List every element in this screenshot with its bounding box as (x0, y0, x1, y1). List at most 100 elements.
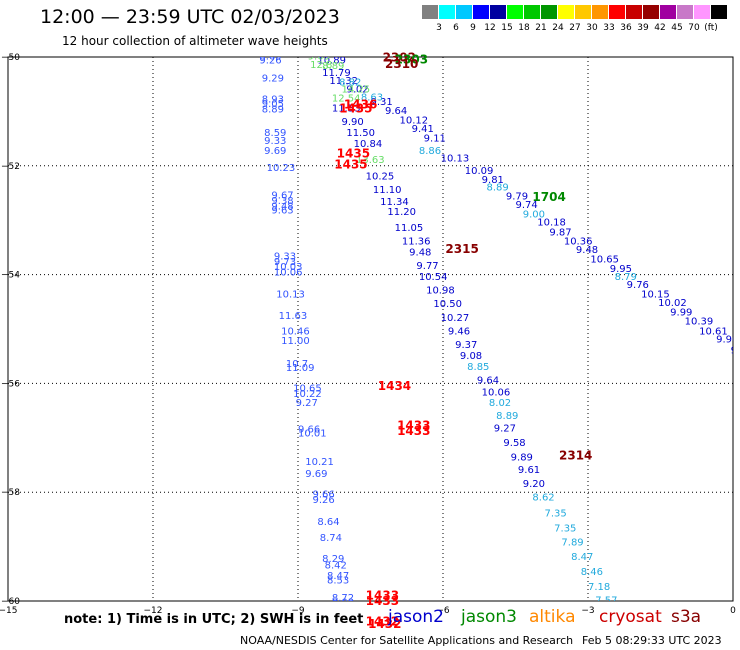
color-scale-label: 3 (436, 23, 442, 33)
wave-height-label: 9.20 (523, 479, 545, 490)
wave-height-label: 11.50 (346, 128, 375, 139)
color-scale-label: 15 (501, 23, 513, 33)
wave-height-label: 10.36 (564, 237, 593, 248)
wave-height-label: 8.82 (339, 77, 361, 88)
wave-height-label: 9.64 (385, 106, 407, 117)
data-labels: 8.659.269.298.939.058.898.599.339.6910.2… (259, 56, 740, 604)
wave-height-label: 9.00 (523, 209, 545, 220)
color-swatch (711, 5, 727, 19)
wave-height-label: 9.79 (506, 192, 528, 203)
wave-height-label: 8.63 (361, 93, 383, 104)
wave-height-label: 10.7 (286, 359, 308, 370)
wave-height-label: 10.22 (293, 389, 322, 400)
pass-time-label: 2315 (445, 242, 478, 256)
pass-time-label: 1433 (397, 424, 430, 438)
wave-height-label: 11.00 (281, 336, 310, 347)
wave-height-label: 10.12 (400, 115, 429, 126)
wave-height-label: 9.99 (670, 307, 692, 318)
wave-height-label: 8.02 (489, 398, 511, 409)
wave-height-label: 7.89 (561, 538, 583, 549)
color-scale-label: 42 (654, 23, 666, 33)
color-scale-label: 6 (453, 23, 459, 33)
pass-time-label: 1434 (378, 379, 411, 393)
wave-height-label: 9.89 (511, 453, 533, 464)
color-swatch (524, 5, 540, 19)
y-tick-label: −54 (1, 271, 20, 281)
pass-time-label: 1432 (366, 614, 399, 628)
y-tick-label: −60 (1, 597, 20, 607)
wave-height-label: 9.37 (455, 340, 477, 351)
color-swatch (456, 5, 472, 19)
wave-height-label: 10.27 (441, 313, 470, 324)
wave-height-label: 9.64 (477, 375, 499, 386)
wave-height-label: 9.73 (274, 257, 296, 268)
wave-height-label: 9.33 (274, 251, 296, 262)
wave-height-label: 8.72 (332, 593, 354, 604)
chart-title: 12:00 — 23:59 UTC 02/03/2023 (40, 6, 340, 28)
x-tick-label: 0 (730, 606, 736, 616)
wave-height-label: 9.33 (264, 136, 286, 147)
pass-time-label: 2314 (559, 449, 592, 463)
color-scale-label: 18 (518, 23, 530, 33)
mission-label-cryosat: cryosat (599, 607, 662, 627)
mission-label-jason3: jason3 (461, 607, 517, 627)
color-swatch (575, 5, 591, 19)
color-scale-label: 9 (470, 23, 476, 33)
wave-height-label: 8.64 (317, 517, 339, 528)
wave-height-label: 9.38 (271, 196, 293, 207)
pass-time-label: 1435 (334, 158, 367, 172)
pass-time-label: 1436 (344, 98, 377, 112)
wave-height-label: 9.26 (313, 495, 335, 506)
color-scale-label: 21 (535, 23, 547, 33)
color-scale-label: 30 (586, 23, 598, 33)
wave-height-label: 11.63 (279, 311, 308, 322)
pass-time-label: 2310 (385, 57, 418, 71)
wave-height-label: 13.63 (356, 155, 385, 166)
wave-height-label: 10.46 (281, 326, 310, 337)
wave-height-label: 11.20 (387, 207, 416, 218)
pass-time-label: 1435 (339, 101, 372, 115)
wave-height-label: 10.61 (699, 326, 728, 337)
wave-height-label: 9.11 (424, 133, 446, 144)
wave-height-label: 10.13 (441, 153, 470, 164)
x-tick-label: −15 (0, 606, 18, 616)
wave-height-label: 10.89 (317, 56, 346, 67)
pass-time-label: 1433 (397, 419, 430, 433)
wave-height-label: 9.02 (346, 84, 368, 95)
wave-height-label: 9.27 (494, 423, 516, 434)
color-scale-label: 39 (637, 23, 649, 33)
wave-height-label: 9.48 (576, 245, 598, 256)
wave-height-label: 12.8 (310, 60, 332, 71)
color-swatch (558, 5, 574, 19)
wave-height-label: 10.06 (482, 387, 511, 398)
color-swatch (490, 5, 506, 19)
wave-height-label: 9.08 (460, 351, 482, 362)
wave-height-label: 7.18 (588, 582, 610, 593)
color-scale-label: 24 (552, 23, 564, 33)
wave-height-label: 11.79 (322, 68, 351, 79)
color-swatch (643, 5, 659, 19)
wave-height-label: 9.63 (271, 206, 293, 217)
wave-height-label: 8.42 (325, 560, 347, 571)
color-scale-label: 27 (569, 23, 581, 33)
wave-height-label: 11.32 (329, 76, 358, 87)
color-swatch (592, 5, 608, 19)
x-tick-label: −3 (581, 606, 594, 616)
mission-label-jason2: jason2 (388, 607, 444, 627)
wave-height-label: 11.36 (402, 237, 431, 248)
x-tick-label: −9 (291, 606, 305, 616)
wave-height-label: 10.02 (658, 298, 687, 309)
wave-height-label: 11.09 (286, 363, 315, 374)
wave-height-label: 10.65 (293, 384, 322, 395)
color-swatch (541, 5, 557, 19)
y-tick-label: −50 (1, 53, 20, 63)
wave-height-label: 10.06 (274, 268, 303, 279)
wave-height-label: 9.41 (412, 124, 434, 135)
wave-height-label: 8.93 (262, 95, 284, 106)
wave-height-label: 9.95 (610, 264, 632, 275)
color-scale-label: 36 (620, 23, 632, 33)
wave-height-label: 9.99 (731, 345, 740, 356)
wave-height-label: 8.62 (532, 492, 554, 503)
wave-height-label: 8.89 (496, 411, 518, 422)
wave-height-label: 9.69 (305, 469, 327, 480)
